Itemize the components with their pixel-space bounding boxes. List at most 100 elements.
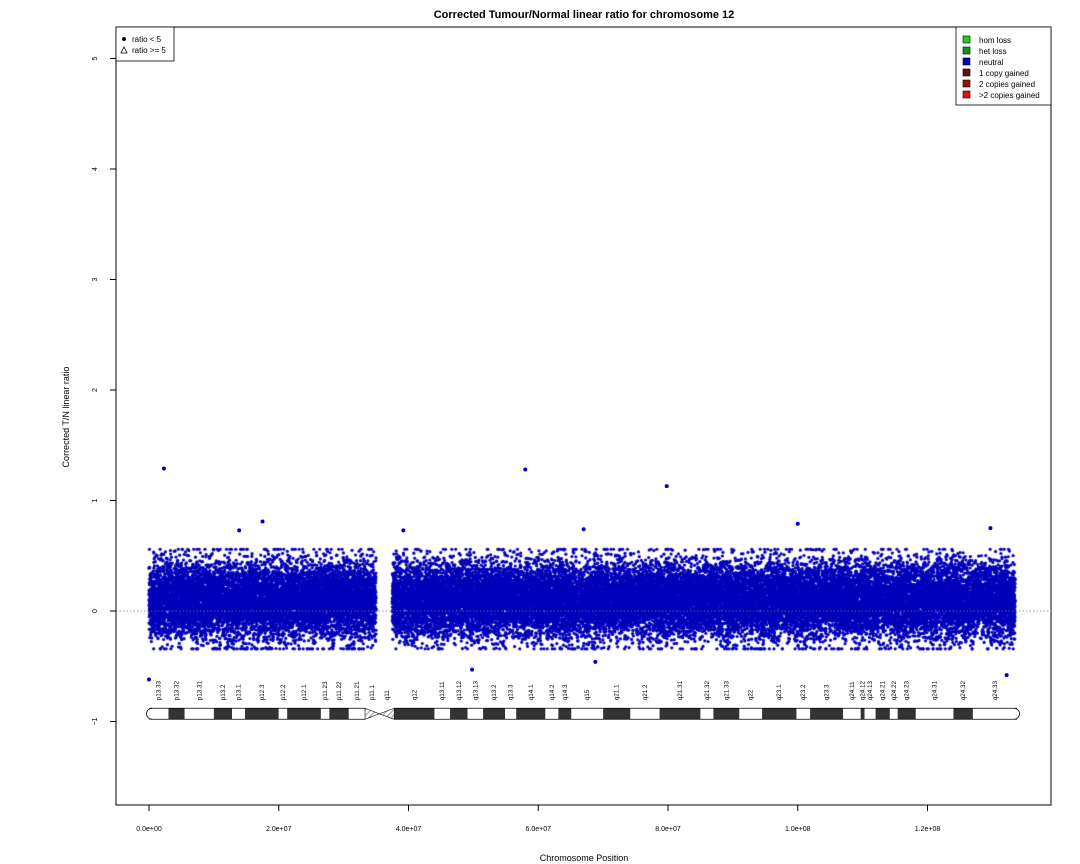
band-label: p11.23: [322, 681, 329, 700]
outlier-point: [260, 519, 265, 524]
ideogram-band: [915, 708, 954, 720]
ideogram-band: [860, 708, 865, 720]
color-legend-label: hom loss: [979, 36, 1011, 45]
ideogram-band: [320, 708, 330, 720]
x-tick-label: 4.0e+07: [396, 826, 422, 833]
band-label: p13.32: [174, 681, 181, 701]
band-label: q22: [748, 689, 755, 700]
ideogram-p-cap: [146, 707, 153, 720]
band-label: q21.1: [614, 684, 621, 700]
legend-swatch: [962, 57, 971, 66]
ideogram-band: [184, 708, 214, 720]
ideogram-band: [149, 708, 169, 720]
ideogram-band: [700, 708, 714, 720]
outlier-point: [161, 466, 166, 471]
band-label: p12.1: [301, 684, 308, 700]
legend-swatch: [962, 35, 971, 44]
y-tick-label: 2: [92, 388, 99, 392]
band-label: q24.21: [880, 681, 887, 701]
band-label: q12: [411, 689, 418, 700]
ideogram-band: [875, 708, 890, 720]
band-label: p12.2: [280, 684, 287, 700]
band-label: q14.3: [562, 684, 569, 700]
ideogram-band: [168, 708, 185, 720]
outlier-point: [581, 527, 586, 532]
outlier-point: [795, 521, 800, 526]
y-tick-label: 0: [92, 609, 99, 613]
shape-legend: ratio < 5 ratio >= 5: [115, 26, 175, 62]
ideogram-band: [278, 708, 288, 720]
ideogram-q-cap: [1013, 707, 1020, 720]
outlier-point: [593, 659, 598, 664]
ideogram-p-outline: [149, 707, 366, 720]
band-label: q23.1: [776, 684, 783, 700]
legend-swatch: [962, 90, 971, 99]
y-tick-label: 4: [92, 167, 99, 171]
band-label: q13.3: [508, 684, 515, 700]
outlier-point: [401, 528, 406, 533]
x-tick-label: 0.0e+00: [136, 826, 162, 833]
ideogram-band: [545, 708, 559, 720]
outlier-point: [523, 467, 528, 472]
ideogram-band: [394, 708, 435, 720]
outlier-point: [1004, 673, 1009, 678]
x-tick-label: 2.0e+07: [266, 826, 292, 833]
x-axis-label: Chromosome Position: [540, 853, 629, 863]
band-label: p11.22: [336, 681, 343, 700]
ideogram-band: [505, 708, 517, 720]
band-label: p13.1: [236, 684, 243, 700]
band-label: q13.12: [456, 681, 463, 701]
color-legend-label: 1 copy gained: [979, 69, 1029, 78]
band-label: q11: [384, 690, 391, 701]
shape-legend-label: ratio < 5: [132, 35, 162, 44]
ideogram-band: [483, 708, 506, 720]
y-axis-label: Corrected T/N linear ratio: [61, 367, 71, 468]
legends: ratio < 5 ratio >= 5 hom loss het loss neutr…: [115, 26, 1052, 106]
ideogram-band: [796, 708, 811, 720]
color-legend-label: neutral: [979, 58, 1004, 67]
ideogram-band: [972, 708, 1018, 720]
chromosome-ideogram: p13.33 p13.32 p13.31 p13.2 p13.1 p12.3 p12.2 p1…: [146, 681, 1020, 720]
ideogram-band: [348, 708, 366, 720]
ideogram-band: [630, 708, 660, 720]
band-label: p13.33: [156, 681, 163, 701]
color-legend: hom loss het loss neutral 1 copy gained 2 co…: [955, 26, 1052, 106]
color-legend-label: >2 copies gained: [979, 91, 1040, 100]
legend-swatch: [962, 46, 971, 55]
outlier-point: [237, 528, 242, 533]
y-tick-label: 1: [92, 498, 99, 502]
band-label: q24.11: [849, 681, 856, 700]
outlier-point: [147, 677, 151, 682]
band-label: q23.3: [824, 684, 831, 700]
ideogram-band: [287, 708, 321, 720]
ideogram-band: [245, 708, 279, 720]
band-label: q24.33: [992, 681, 999, 701]
ideogram-band: [810, 708, 844, 720]
band-label: q13.11: [439, 681, 446, 700]
x-tick-label: 1.0e+08: [785, 826, 811, 833]
ideogram-band: [213, 708, 233, 720]
color-legend-label: 2 copies gained: [979, 80, 1035, 89]
outlier-point: [988, 526, 993, 531]
legend-swatch: [962, 79, 971, 88]
color-legend-box: [955, 26, 1052, 106]
chart-title: Corrected Tumour/Normal linear ratio for…: [434, 9, 735, 21]
ideogram-band: [329, 708, 349, 720]
band-label: q21.31: [677, 681, 684, 701]
band-label: q14.1: [528, 684, 535, 700]
band-label: q21.33: [723, 681, 730, 701]
y-tick-label: 3: [92, 277, 99, 281]
band-label: q24.23: [904, 681, 911, 701]
band-label: p11.1: [369, 684, 376, 700]
ideogram-band: [739, 708, 763, 720]
band-label: q15: [584, 689, 591, 700]
ideogram-band: [516, 708, 546, 720]
filled-circle-symbol: [122, 37, 126, 41]
band-label: p11.21: [354, 681, 361, 700]
band-label: q23.2: [800, 684, 807, 700]
shape-legend-label: ratio >= 5: [132, 46, 166, 55]
outlier-point: [664, 484, 669, 489]
